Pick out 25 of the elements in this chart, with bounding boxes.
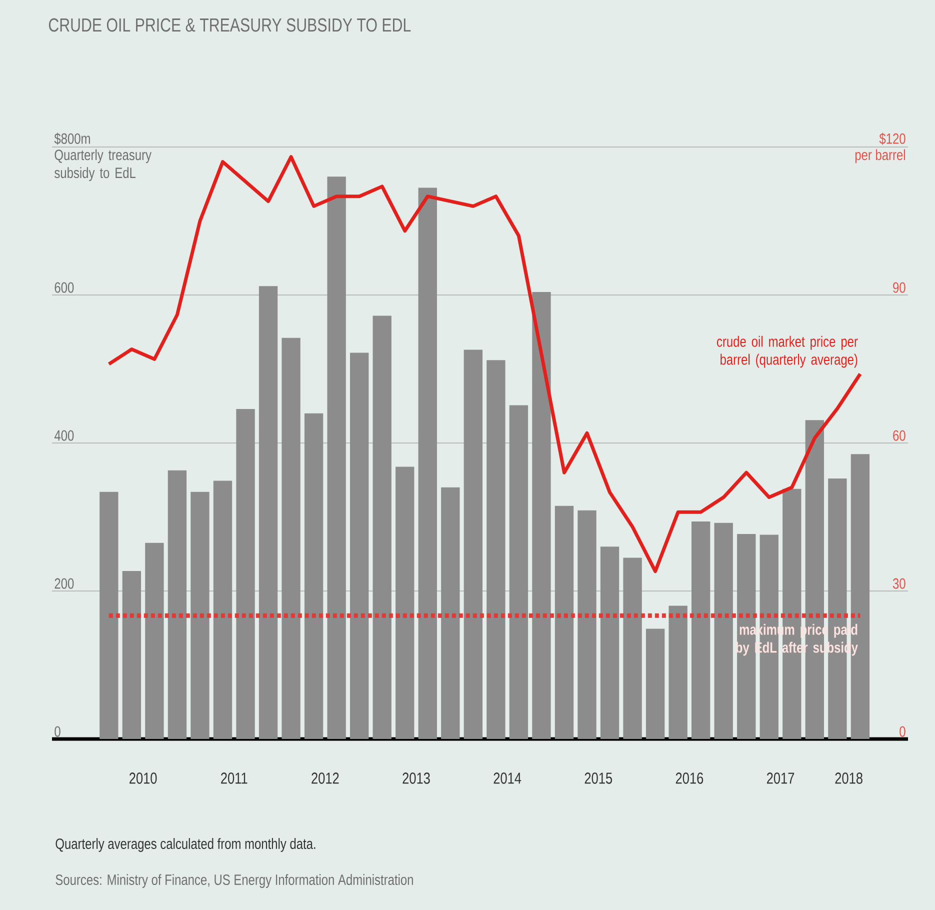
y-tick-label: 200 xyxy=(54,578,74,589)
y-axis-title: Quarterly treasury subsidy to EdL xyxy=(54,149,152,182)
y-tick-label: 600 xyxy=(54,282,74,293)
x-tick-label: 2014 xyxy=(494,772,522,784)
y2-tick-label: 30 xyxy=(892,578,906,589)
x-tick-label: 2013 xyxy=(402,772,430,784)
y2-tick-label: 90 xyxy=(893,282,906,293)
y2-tick-label: 0 xyxy=(900,726,906,737)
y-tick-label: 0 xyxy=(54,726,60,737)
y-tick-label: 400 xyxy=(54,430,74,441)
y2-tick-label: $120 xyxy=(879,132,906,145)
x-tick-label: 2018 xyxy=(835,772,862,784)
x-tick-label: 2016 xyxy=(676,772,704,784)
x-tick-label: 2012 xyxy=(312,772,339,784)
x-tick-label: 2017 xyxy=(766,772,794,784)
chart-title: CRUDE OIL PRICE & TREASURY SUBSIDY TO EDL xyxy=(48,18,411,32)
y2-axis-title: per barrel xyxy=(855,149,905,164)
y2-tick-label: 60 xyxy=(893,430,906,441)
x-tick-label: 2010 xyxy=(130,772,157,784)
text: Quarterly averages calculated from monthly data. xyxy=(56,838,316,852)
source-note: Sources: Ministry of Finance, US Energy Information Administration xyxy=(56,874,413,888)
x-tick-label: 2011 xyxy=(221,772,248,784)
x-tick-label: 2015 xyxy=(584,772,612,784)
series-label: crude oil market price per barrel (quarterly average) xyxy=(716,336,858,368)
y-tick-label: $800m xyxy=(54,132,90,145)
